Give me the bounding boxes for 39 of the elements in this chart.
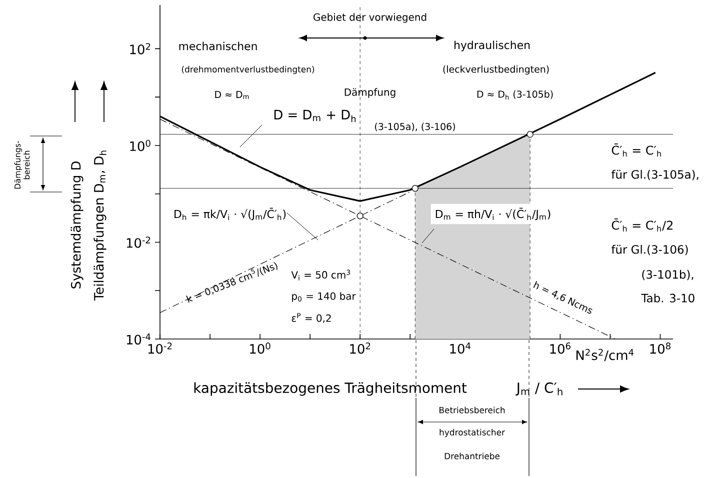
x-tick-label: 10$^{2}$ — [350, 342, 370, 354]
annotation: (leckverlustbedingten) — [443, 65, 549, 75]
annotation: ε$^{P}$ = 0,2 — [292, 313, 331, 323]
annotation: C̄′$_{h}$ = C′$_{h}$/2 — [612, 218, 672, 232]
annotation: hydraulischen — [454, 40, 530, 52]
annotation: D ≈ D$_{m}$ — [215, 91, 249, 99]
annotation: für Gl.(3-105a), — [611, 170, 698, 180]
annotation: mechanischen — [179, 42, 257, 50]
annotation: (3-105a), (3-106) — [375, 122, 455, 132]
text: Systemdämpfung D — [70, 161, 84, 288]
x-tick-label: 10$^{-2}$ — [148, 342, 172, 354]
annotation: D ≈ D$_{h}$ (3-105b) — [477, 90, 553, 100]
text: J$_{m}$ / C′$_{h}$ — [516, 382, 562, 396]
annotation: C̄′$_{h}$ = C′$_{h}$ — [612, 143, 661, 157]
text: D$_{m}$ = πh/V$_{i}$ · √(C̄′$_{h}$/J$_{m}$) — [436, 208, 550, 220]
y-tick-label: 10$^{0}$ — [130, 140, 150, 152]
annotation: (3-101b), — [642, 270, 694, 280]
y-tick-label: 10$^{2}$ — [130, 43, 150, 54]
annotation: D = D$_{m}$ + D$_{h}$ — [274, 110, 356, 122]
y-tick-label: 10$^{-2}$ — [126, 236, 150, 248]
text: N$^{2}$s$^{2}$/cm$^{4}$ — [576, 348, 634, 362]
annotation: Tab. 3-10 — [641, 294, 694, 302]
annotation: Dämpfung — [344, 88, 396, 98]
annotation: p$_{0}$ = 140 bar — [292, 292, 356, 302]
x-tick-label: 10$^{0}$ — [250, 342, 270, 354]
x-tick-label: 10$^{8}$ — [650, 342, 670, 354]
annotation: Gebiet der vorwiegend — [314, 13, 426, 23]
annotation: V$_{i}$ = 50 cm$^{3}$ — [291, 270, 350, 280]
x-tick-label: 10$^{6}$ — [550, 342, 570, 354]
text: hydrostatischer — [440, 428, 505, 438]
text: Betriebsbereich — [440, 406, 505, 414]
text: Drehantriebe — [444, 452, 500, 460]
annotation: für Gl.(3-106) — [611, 244, 688, 256]
annotation: (drehmomentverlustbedingten) — [182, 66, 314, 74]
x-tick-label: 10$^{4}$ — [450, 342, 470, 354]
text: D$_{h}$ = πk/V$_{i}$ · √(J$_{m}$/C̄′$_{h}$) — [174, 208, 286, 220]
x-axis-title: kapazitätsbezogenes Trägheitsmoment — [194, 382, 467, 396]
y-tick-label: 10$^{-4}$ — [126, 333, 150, 345]
y-axis-title: Teildämpfungen D$_{m}$, D$_{h}$ — [94, 150, 106, 301]
